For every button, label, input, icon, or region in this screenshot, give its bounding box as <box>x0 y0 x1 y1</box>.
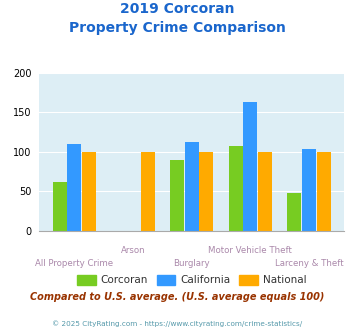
Bar <box>302 149 316 231</box>
Bar <box>288 193 301 231</box>
Text: Larceny & Theft: Larceny & Theft <box>275 259 343 268</box>
Legend: Corcoran, California, National: Corcoran, California, National <box>73 271 311 290</box>
Bar <box>170 160 184 231</box>
Bar <box>185 142 199 231</box>
Text: All Property Crime: All Property Crime <box>35 259 113 268</box>
Text: 2019 Corcoran: 2019 Corcoran <box>120 2 235 16</box>
Bar <box>141 152 155 231</box>
Text: Arson: Arson <box>121 246 145 255</box>
Bar <box>244 102 257 231</box>
Text: Burglary: Burglary <box>173 259 210 268</box>
Bar <box>53 182 67 231</box>
Text: © 2025 CityRating.com - https://www.cityrating.com/crime-statistics/: © 2025 CityRating.com - https://www.city… <box>53 320 302 327</box>
Text: Motor Vehicle Theft: Motor Vehicle Theft <box>208 246 293 255</box>
Bar <box>317 152 331 231</box>
Bar <box>258 152 272 231</box>
Bar <box>200 152 213 231</box>
Bar <box>67 144 81 231</box>
Text: Property Crime Comparison: Property Crime Comparison <box>69 21 286 35</box>
Bar <box>82 152 96 231</box>
Bar <box>229 146 243 231</box>
Text: Compared to U.S. average. (U.S. average equals 100): Compared to U.S. average. (U.S. average … <box>30 292 325 302</box>
